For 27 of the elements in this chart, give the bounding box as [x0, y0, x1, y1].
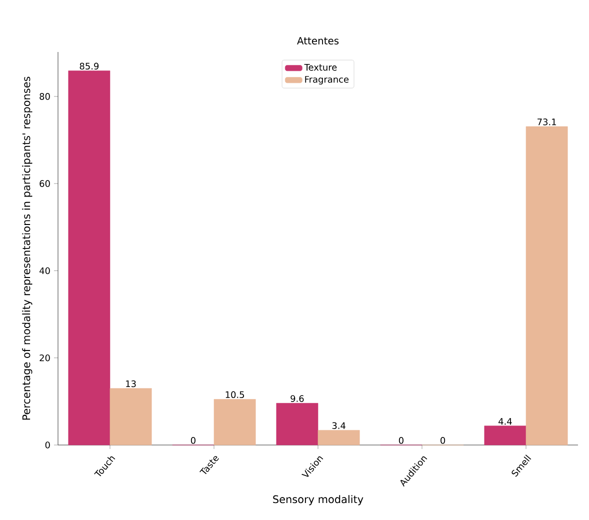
- y-tick-label: 40: [40, 267, 50, 274]
- bar: [484, 426, 526, 446]
- data-label: 13: [126, 380, 136, 388]
- bar: [526, 126, 568, 446]
- data-label: 10.5: [226, 391, 244, 398]
- data-label: 0: [398, 437, 404, 444]
- y-tick-label: 20: [40, 354, 50, 362]
- legend-label: Fragrance: [305, 76, 349, 84]
- data-label: 0: [440, 437, 446, 444]
- y-tick-label: 80: [40, 93, 50, 100]
- data-label: 4.4: [498, 418, 512, 425]
- y-axis-title: Percentage of modality representations in participants' responses: [22, 76, 32, 420]
- bar: [276, 403, 318, 446]
- y-tick-label: 60: [40, 180, 50, 187]
- x-axis-title: Sensory modality: [273, 495, 364, 506]
- y-tick-label: 0: [45, 442, 50, 448]
- bar: [214, 399, 256, 446]
- data-label: 0: [190, 437, 196, 444]
- data-label: 73.1: [538, 118, 556, 126]
- data-label: 85.9: [80, 62, 99, 70]
- legend-label: Texture: [304, 64, 337, 71]
- bar: [110, 388, 152, 446]
- bar: [318, 430, 360, 446]
- chart-title: Attentes: [297, 37, 339, 44]
- bar: [68, 70, 110, 446]
- data-label: 9.6: [290, 395, 304, 402]
- data-label: 3.4: [332, 422, 346, 429]
